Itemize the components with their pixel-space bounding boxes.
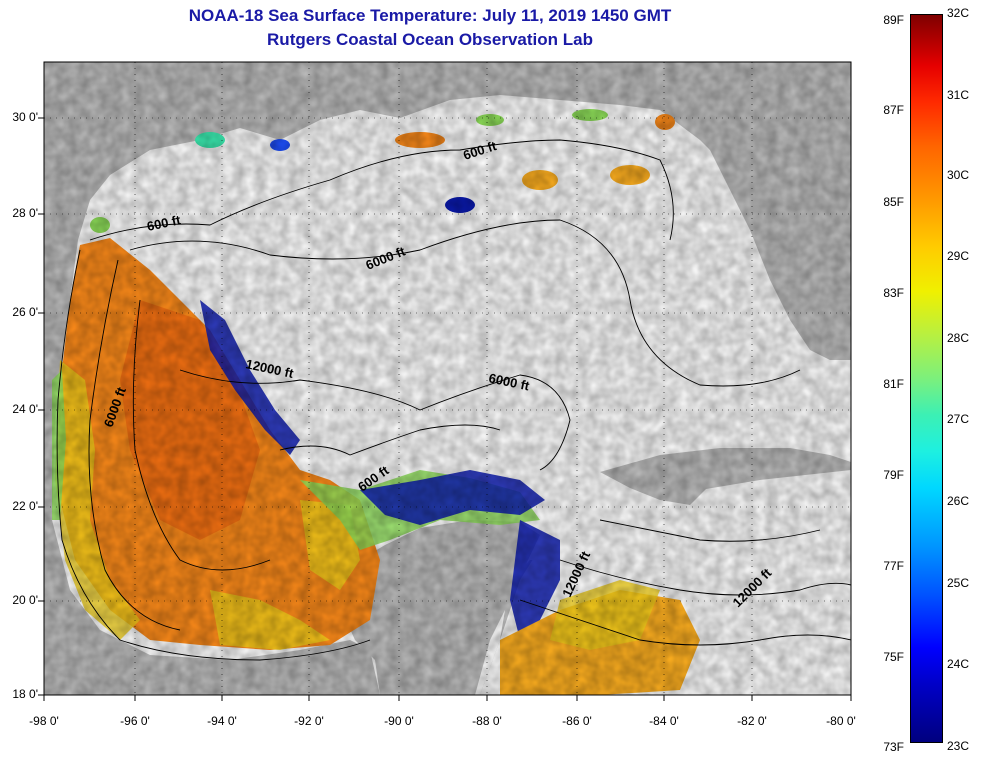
colorbar-f-85: 85F [883,195,904,209]
colorbar-f-77: 77F [883,559,904,573]
lon-label-92: -92 0' [294,714,324,728]
lat-label-18: 18 0' [12,687,38,701]
colorbar-c-31: 31C [947,88,970,102]
lon-label-94: -94 0' [207,714,237,728]
colorbar-c-32: 32C [947,6,970,20]
colorbar-c-28: 28C [947,331,970,345]
lat-label-22: 22 0' [12,499,38,513]
colorbar-f-79: 79F [883,468,904,482]
colorbar-f-89: 89F [883,13,904,27]
texture-noise [44,62,851,695]
lon-label-82: -82 0' [737,714,767,728]
lon-label-86: -86 0' [562,714,592,728]
lon-label-90: -90 0' [384,714,414,728]
colorbar-c-25: 25C [947,576,970,590]
lon-label-84: -84 0' [649,714,679,728]
colorbar-c-24: 24C [947,657,970,671]
colorbar-f-83: 83F [883,286,904,300]
axis-ticks [38,117,852,701]
contour-label-600-north-west: 600 ft [146,212,183,234]
lon-label-98: -98 0' [29,714,59,728]
lon-label-88: -88 0' [472,714,502,728]
map-title: NOAA-18 Sea Surface Temperature: July 11… [188,6,672,25]
colorbar-f-75: 75F [883,650,904,664]
map-frame [43,61,852,696]
depth-contours [56,139,851,661]
map-subtitle: Rutgers Coastal Ocean Observation Lab [267,30,593,49]
temperature-colorbar [910,14,943,743]
lon-label-96: -96 0' [120,714,150,728]
colorbar-c-23: 23C [947,739,970,753]
lat-label-20: 20 0' [12,593,38,607]
lat-label-28: 28 0' [12,206,38,220]
colorbar-f-73: 73F [883,740,904,754]
lat-label-24: 24 0' [12,402,38,416]
lat-label-26: 26 0' [12,305,38,319]
graticule [44,62,851,695]
colorbar-c-30: 30C [947,168,970,182]
lon-label-80: -80 0' [826,714,856,728]
colorbar-f-87: 87F [883,103,904,117]
colorbar-c-29: 29C [947,249,970,263]
colorbar-c-27: 27C [947,412,970,426]
colorbar-f-81: 81F [883,377,904,391]
colorbar-c-26: 26C [947,494,970,508]
lat-label-30: 30 0' [12,110,38,124]
